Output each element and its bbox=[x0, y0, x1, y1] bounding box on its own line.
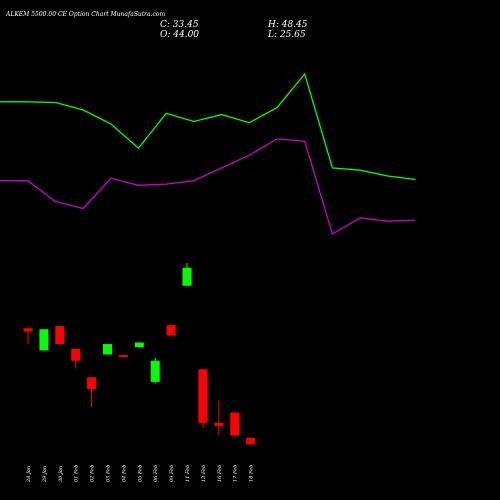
x-tick-label: 05 Feb bbox=[137, 465, 143, 482]
candle bbox=[182, 263, 192, 286]
x-tick-label: 30 Jan bbox=[58, 466, 64, 482]
candle-body bbox=[118, 355, 128, 358]
x-tick-label: 03 Feb bbox=[106, 465, 112, 482]
open-value: O: 44.00 bbox=[160, 30, 199, 40]
candle bbox=[166, 325, 176, 336]
candle bbox=[23, 326, 33, 345]
low-value: L: 25.65 bbox=[267, 30, 306, 40]
x-tick-label: 16 Feb bbox=[217, 465, 223, 482]
x-tick-label: 29 Jan bbox=[42, 466, 48, 483]
candle-body bbox=[39, 329, 49, 351]
x-tick-label: 18 Feb bbox=[249, 465, 255, 482]
x-tick-label: 04 Feb bbox=[121, 465, 127, 482]
high-value: H: 48.45 bbox=[267, 20, 308, 30]
candle bbox=[198, 369, 208, 428]
candles-group bbox=[23, 263, 256, 445]
candle bbox=[39, 329, 49, 351]
close-value: C: 33.45 bbox=[160, 20, 199, 30]
candle-body bbox=[230, 412, 240, 436]
candle-body bbox=[246, 437, 256, 445]
candle-body bbox=[23, 328, 33, 332]
x-tick-label: 09 Feb bbox=[169, 465, 175, 482]
candle-body bbox=[55, 326, 65, 345]
candle bbox=[103, 344, 112, 355]
candle-body bbox=[150, 360, 160, 382]
chart-title: ALKEM 5500.00 CE Option Chart MunafaSutr… bbox=[5, 11, 165, 18]
candle bbox=[134, 342, 144, 348]
x-tick-label: 17 Feb bbox=[233, 465, 239, 482]
candle bbox=[214, 400, 224, 435]
x-tick-label: 06 Feb bbox=[153, 465, 159, 482]
x-tick-label: 28 Jan bbox=[26, 466, 32, 483]
candle-body bbox=[166, 325, 176, 336]
candle-body bbox=[87, 377, 97, 390]
x-tick-label: 13 Feb bbox=[201, 465, 207, 482]
candle bbox=[118, 355, 128, 358]
candle-body bbox=[71, 348, 81, 361]
candle-body bbox=[134, 342, 144, 348]
candle bbox=[246, 437, 256, 445]
candle-body bbox=[214, 422, 224, 427]
x-tick-label: 02 Feb bbox=[90, 465, 96, 482]
candle bbox=[55, 326, 65, 345]
x-tick-label: 01 Feb bbox=[74, 465, 80, 482]
x-axis-ticks: 28 Jan 29 Jan 30 Jan 01 Feb 02 Feb 03 Feb 04 F… bbox=[26, 465, 255, 483]
candle bbox=[87, 377, 97, 408]
green-line bbox=[0, 72, 416, 181]
candle-body bbox=[198, 369, 208, 423]
magenta-line bbox=[0, 138, 416, 235]
indicator-lines bbox=[0, 72, 416, 235]
candle bbox=[150, 357, 160, 384]
candle-body bbox=[103, 344, 112, 355]
candle bbox=[230, 412, 240, 436]
candle bbox=[71, 348, 81, 369]
candle-body bbox=[182, 267, 192, 286]
x-tick-label: 11 Feb bbox=[185, 465, 191, 482]
